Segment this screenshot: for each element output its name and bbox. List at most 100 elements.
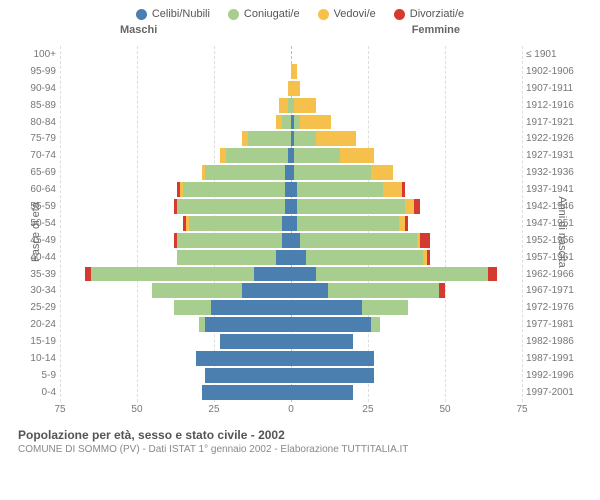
bar-male	[60, 131, 291, 146]
pyramid-row: 95-991902-1906	[60, 63, 522, 80]
birth-label: 1907-1911	[526, 83, 584, 94]
bar-segment	[242, 283, 291, 298]
age-label: 45-49	[20, 235, 56, 246]
pyramid-row: 80-841917-1921	[60, 114, 522, 131]
age-label: 55-59	[20, 201, 56, 212]
x-tick: 50	[131, 404, 142, 415]
bar-male	[60, 351, 291, 366]
bar-segment	[91, 267, 254, 282]
x-tick: 0	[288, 404, 294, 415]
footer-sub: COMUNE DI SOMMO (PV) - Dati ISTAT 1° gen…	[18, 444, 590, 455]
legend-item: Celibi/Nubili	[136, 8, 210, 20]
bar-male	[60, 334, 291, 349]
birth-label: 1932-1936	[526, 167, 584, 178]
bar-segment	[196, 351, 291, 366]
bar-segment	[291, 368, 374, 383]
x-tick: 50	[439, 404, 450, 415]
bar-segment	[152, 283, 241, 298]
label-femmine: Femmine	[412, 24, 460, 36]
pyramid-row: 30-341967-1971	[60, 282, 522, 299]
bar-segment	[383, 182, 401, 197]
bar-male	[60, 182, 291, 197]
birth-label: 1902-1906	[526, 66, 584, 77]
bar-segment	[177, 250, 276, 265]
bar-male	[60, 148, 291, 163]
rows: 100+≤ 190195-991902-190690-941907-191185…	[60, 46, 522, 402]
bar-segment	[402, 182, 405, 197]
birth-label: 1962-1966	[526, 269, 584, 280]
legend-label: Divorziati/e	[410, 8, 464, 20]
bar-female	[291, 182, 522, 197]
legend-label: Coniugati/e	[244, 8, 300, 20]
footer: Popolazione per età, sesso e stato civil…	[0, 422, 600, 455]
birth-label: 1922-1926	[526, 133, 584, 144]
age-label: 25-29	[20, 302, 56, 313]
birth-label: 1937-1941	[526, 184, 584, 195]
bar-male	[60, 385, 291, 400]
bar-segment	[276, 250, 291, 265]
bar-male	[60, 64, 291, 79]
pyramid-row: 55-591942-1946	[60, 198, 522, 215]
pyramid-row: 70-741927-1931	[60, 147, 522, 164]
bar-segment	[316, 131, 356, 146]
bar-segment	[183, 182, 285, 197]
bar-segment	[254, 267, 291, 282]
bar-male	[60, 81, 291, 96]
birth-label: 1927-1931	[526, 150, 584, 161]
bar-male	[60, 47, 291, 62]
birth-label: 1952-1956	[526, 235, 584, 246]
bar-female	[291, 131, 522, 146]
pyramid-row: 20-241977-1981	[60, 316, 522, 333]
pyramid-row: 85-891912-1916	[60, 97, 522, 114]
bar-segment	[279, 98, 288, 113]
age-label: 40-44	[20, 252, 56, 263]
legend-item: Coniugati/e	[228, 8, 300, 20]
bar-male	[60, 250, 291, 265]
bar-segment	[291, 300, 362, 315]
bar-male	[60, 368, 291, 383]
bar-segment	[427, 250, 430, 265]
age-label: 90-94	[20, 83, 56, 94]
bar-segment	[488, 267, 497, 282]
bar-female	[291, 115, 522, 130]
bar-female	[291, 250, 522, 265]
birth-label: 1942-1946	[526, 201, 584, 212]
bar-segment	[291, 233, 300, 248]
bar-segment	[291, 334, 353, 349]
bar-segment	[177, 233, 282, 248]
age-label: 65-69	[20, 167, 56, 178]
legend-label: Vedovi/e	[334, 8, 376, 20]
bar-segment	[362, 300, 408, 315]
age-label: 60-64	[20, 184, 56, 195]
bar-female	[291, 81, 522, 96]
x-tick: 75	[54, 404, 65, 415]
bar-segment	[291, 64, 297, 79]
legend-dot	[228, 9, 239, 20]
birth-label: 1947-1951	[526, 218, 584, 229]
bar-male	[60, 199, 291, 214]
pyramid-row: 75-791922-1926	[60, 130, 522, 147]
birth-label: 1977-1981	[526, 319, 584, 330]
birth-label: 1917-1921	[526, 117, 584, 128]
legend: Celibi/Nubili Coniugati/e Vedovi/e Divorzia…	[0, 0, 600, 24]
bar-segment	[294, 98, 316, 113]
chart-container: Celibi/Nubili Coniugati/e Vedovi/e Divorzia…	[0, 0, 600, 500]
bar-female	[291, 47, 522, 62]
x-tick: 25	[362, 404, 373, 415]
bar-segment	[297, 216, 399, 231]
bar-male	[60, 283, 291, 298]
bar-segment	[211, 300, 291, 315]
bar-female	[291, 64, 522, 79]
bar-segment	[300, 233, 417, 248]
birth-label: 1982-1986	[526, 336, 584, 347]
bar-segment	[297, 182, 383, 197]
bar-segment	[282, 233, 291, 248]
bar-segment	[174, 300, 211, 315]
bar-female	[291, 267, 522, 282]
bar-female	[291, 199, 522, 214]
legend-dot	[318, 9, 329, 20]
bar-segment	[294, 148, 340, 163]
legend-item: Divorziati/e	[394, 8, 464, 20]
bar-segment	[291, 250, 306, 265]
bar-segment	[205, 368, 291, 383]
